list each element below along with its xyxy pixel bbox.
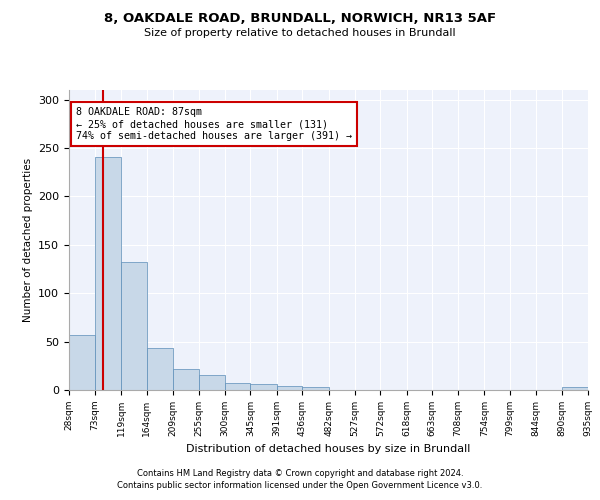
Text: Contains public sector information licensed under the Open Government Licence v3: Contains public sector information licen… [118,481,482,490]
Text: 8, OAKDALE ROAD, BRUNDALL, NORWICH, NR13 5AF: 8, OAKDALE ROAD, BRUNDALL, NORWICH, NR13… [104,12,496,26]
Text: Size of property relative to detached houses in Brundall: Size of property relative to detached ho… [144,28,456,38]
Bar [562,387,588,390]
Bar [199,376,224,390]
Text: Contains HM Land Registry data © Crown copyright and database right 2024.: Contains HM Land Registry data © Crown c… [137,468,463,477]
Y-axis label: Number of detached properties: Number of detached properties [23,158,32,322]
Bar [224,383,250,390]
Bar [95,157,121,390]
Text: 8 OAKDALE ROAD: 87sqm
← 25% of detached houses are smaller (131)
74% of semi-det: 8 OAKDALE ROAD: 87sqm ← 25% of detached … [76,108,352,140]
Bar [250,384,277,390]
Bar [302,387,329,390]
Bar [173,368,199,390]
Bar [277,386,302,390]
Bar [147,348,173,390]
X-axis label: Distribution of detached houses by size in Brundall: Distribution of detached houses by size … [187,444,470,454]
Bar [69,335,95,390]
Bar [121,262,147,390]
